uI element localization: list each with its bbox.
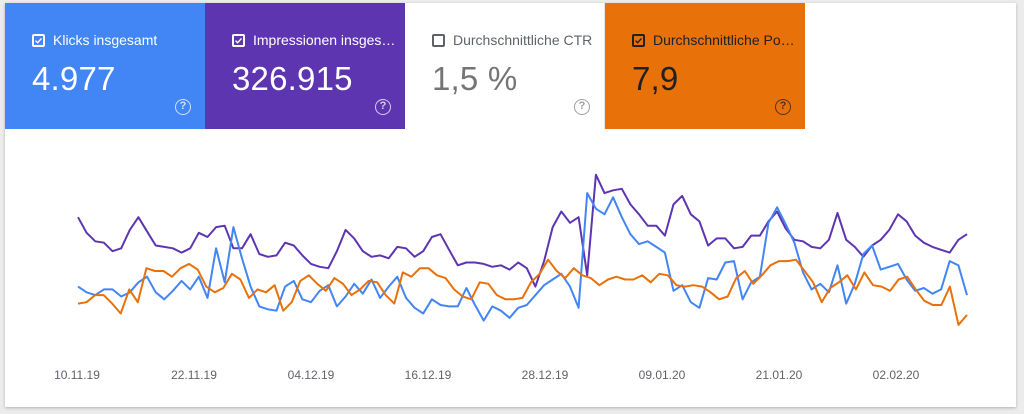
x-tick-label: 16.12.19 [405,368,452,382]
checkbox-checked-icon[interactable] [32,33,45,47]
help-icon[interactable]: ? [574,99,590,115]
x-tick-label: 09.01.20 [639,368,686,382]
metric-card-clicks[interactable]: Klicks insgesamt 4.977 ? [5,3,205,129]
metric-card-header: Durchschnittliche CTR [432,30,604,50]
metric-card-position[interactable]: Durchschnittliche Position 7,9 ? [605,3,805,129]
metric-value: 4.977 [32,60,116,97]
x-tick-label: 21.01.20 [756,368,803,382]
series-line-2 [77,258,968,326]
metric-card-header: Klicks insgesamt [32,30,205,50]
checkbox-unchecked-icon[interactable] [432,33,445,47]
metric-value: 1,5 % [432,60,518,97]
line-chart: 10.11.19 22.11.19 04.12.19 16.12.19 28.12.19… [54,173,968,382]
x-tick-label: 02.02.20 [873,368,920,382]
metric-value: 326.915 [232,60,353,97]
metric-card-header: Durchschnittliche Position [632,30,805,50]
help-icon[interactable]: ? [775,99,791,115]
metric-label: Impressionen insgesamt [253,32,399,48]
performance-panel: Klicks insgesamt 4.977 ? Impressionen in… [5,3,1016,407]
metric-card-header: Impressionen insgesamt [232,30,405,50]
checkbox-checked-icon[interactable] [232,33,245,47]
x-tick-label: 10.11.19 [54,368,100,382]
x-tick-label: 28.12.19 [522,368,569,382]
series-line-0 [77,173,968,288]
metric-value: 7,9 [632,60,679,97]
series-line-1 [77,192,968,322]
x-tick-label: 22.11.19 [171,368,217,382]
metric-cards: Klicks insgesamt 4.977 ? Impressionen in… [5,3,805,129]
checkbox-checked-icon[interactable] [632,33,645,47]
metric-label: Durchschnittliche CTR [453,32,593,48]
metric-card-impressions[interactable]: Impressionen insgesamt 326.915 ? [205,3,405,129]
help-icon[interactable]: ? [175,99,191,115]
help-icon[interactable]: ? [375,99,391,115]
metric-label: Durchschnittliche Position [653,32,799,48]
metric-label: Klicks insgesamt [53,32,158,48]
x-tick-label: 04.12.19 [288,368,335,382]
metric-card-ctr[interactable]: Durchschnittliche CTR 1,5 % ? [405,3,605,129]
